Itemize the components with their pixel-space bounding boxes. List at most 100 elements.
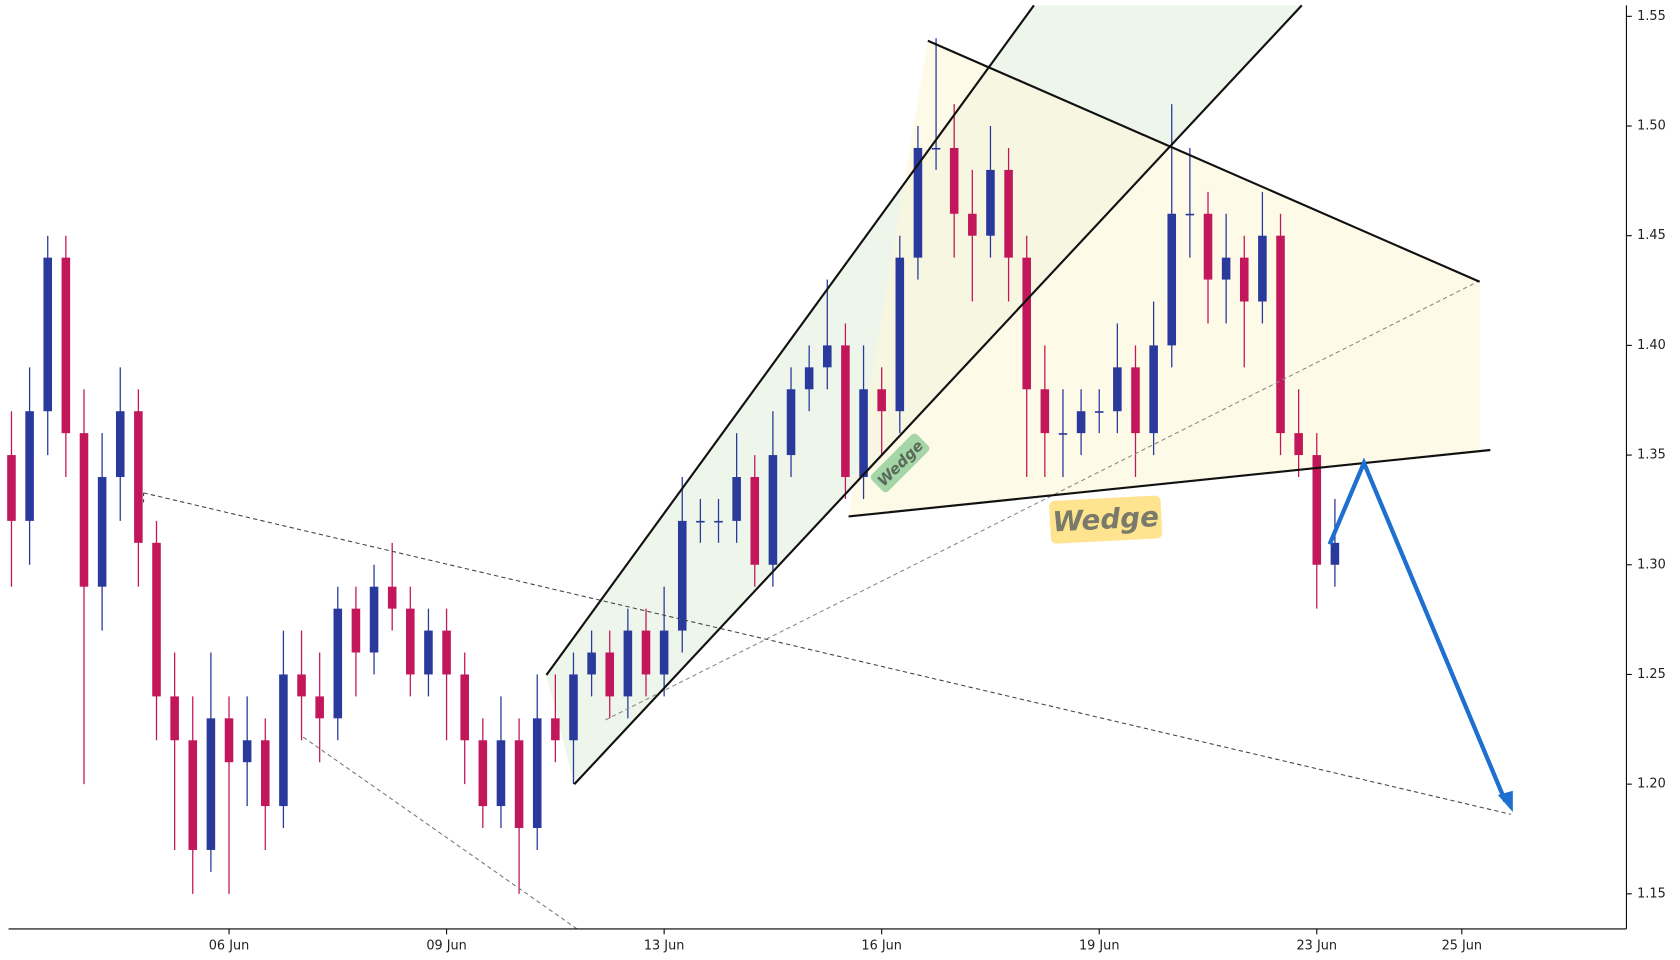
- candle-body: [297, 674, 306, 697]
- candle-body: [152, 542, 161, 697]
- y-tick-label: 1.45: [1637, 228, 1666, 243]
- arrow-head: [1497, 790, 1513, 813]
- candle-body: [587, 652, 596, 675]
- candle-body: [569, 674, 578, 741]
- x-tick-label: 25 Jun: [1442, 939, 1483, 954]
- x-tick-label: 09 Jun: [426, 939, 466, 954]
- candle-body: [1040, 389, 1050, 434]
- candle-body: [79, 433, 89, 587]
- candle-body: [677, 520, 687, 631]
- y-tick-label: 1.30: [1637, 557, 1666, 572]
- candle-body: [442, 630, 451, 675]
- candle-body: [406, 608, 415, 675]
- x-tick-label: 19 Jun: [1079, 939, 1120, 954]
- candle-body: [1239, 257, 1249, 302]
- candle-body: [804, 367, 814, 390]
- trend-line: [605, 280, 1480, 721]
- candle-body: [1330, 542, 1340, 565]
- candles: [7, 38, 1340, 894]
- candle-body: [369, 586, 379, 653]
- candle-body: [623, 630, 633, 697]
- candle-body: [1312, 455, 1322, 565]
- candle-body: [1131, 367, 1140, 434]
- candle-body: [641, 630, 651, 675]
- candle-body: [841, 345, 850, 478]
- candle-body: [315, 696, 324, 719]
- candle-body: [279, 674, 288, 807]
- candle-body: [1094, 411, 1104, 413]
- y-tick-label: 1.55: [1637, 9, 1666, 24]
- candle-body: [859, 389, 868, 478]
- y-tick-label: 1.40: [1637, 338, 1666, 353]
- candle-body: [714, 520, 723, 523]
- y-tick-label: 1.20: [1637, 777, 1666, 792]
- candle-body: [659, 630, 669, 675]
- y-tick-label: 1.50: [1637, 119, 1666, 134]
- candle-body: [333, 608, 343, 719]
- candle-body: [115, 411, 125, 478]
- triangle-fill: [848, 40, 1480, 517]
- candle-body: [478, 740, 488, 807]
- candle-body: [750, 477, 760, 565]
- label-box: [1049, 495, 1163, 544]
- y-tick-label: 1.35: [1637, 448, 1666, 463]
- candle-body: [1258, 235, 1267, 302]
- candle-body: [551, 718, 560, 741]
- candle-body: [877, 389, 886, 412]
- x-tick-label: 13 Jun: [644, 939, 684, 954]
- x-tick-label: 06 Jun: [209, 939, 250, 954]
- candle-body: [1076, 411, 1086, 434]
- candle-body: [768, 455, 778, 565]
- wedge-label-large: Wedge: [1049, 495, 1163, 544]
- trend-line: [143, 492, 1511, 815]
- candle-body: [732, 477, 741, 521]
- candle-body: [460, 674, 469, 741]
- candle-body: [260, 740, 270, 807]
- candle-body: [823, 345, 832, 368]
- candle-body: [514, 740, 524, 829]
- candle-body: [913, 147, 923, 258]
- candle-body: [1276, 235, 1285, 434]
- candle-body: [206, 718, 216, 850]
- candle-body: [1058, 433, 1068, 435]
- projection-arrow: [1327, 457, 1508, 803]
- candle-body: [61, 257, 71, 434]
- wedge-line: [848, 448, 1491, 518]
- candle-body: [188, 740, 198, 850]
- candle-body: [532, 718, 542, 829]
- x-tick-label: 16 Jun: [861, 939, 901, 954]
- candle-body: [224, 718, 234, 763]
- candle-body: [97, 477, 107, 587]
- candle-body: [1149, 345, 1158, 434]
- candle-body: [387, 586, 397, 609]
- candle-body: [895, 257, 905, 412]
- candle-body: [605, 652, 615, 697]
- candle-body: [43, 257, 53, 412]
- channel-line: [545, 4, 1035, 676]
- candle-body: [949, 147, 959, 214]
- candle-body: [1167, 213, 1177, 346]
- candle-body: [1294, 433, 1303, 456]
- candle-body: [170, 696, 179, 741]
- y-tick-label: 1.15: [1637, 886, 1666, 901]
- candle-body: [424, 630, 433, 675]
- candle-body: [25, 411, 34, 521]
- candle-body: [1113, 367, 1122, 412]
- candle-body: [1203, 213, 1213, 280]
- candle-body: [786, 389, 796, 456]
- candle-body: [242, 740, 252, 763]
- candle-body: [1221, 257, 1231, 280]
- wedge-line: [927, 39, 1481, 283]
- candle-body: [931, 147, 941, 150]
- candle-body: [7, 455, 16, 521]
- candle-body: [1185, 213, 1195, 216]
- candle-body: [968, 213, 977, 236]
- x-tick-label: 23 Jun: [1297, 939, 1338, 954]
- candle-body: [134, 411, 143, 543]
- candle-body: [1004, 169, 1013, 258]
- candle-body: [696, 520, 705, 523]
- candle-body: [986, 169, 995, 236]
- candle-body: [496, 740, 506, 807]
